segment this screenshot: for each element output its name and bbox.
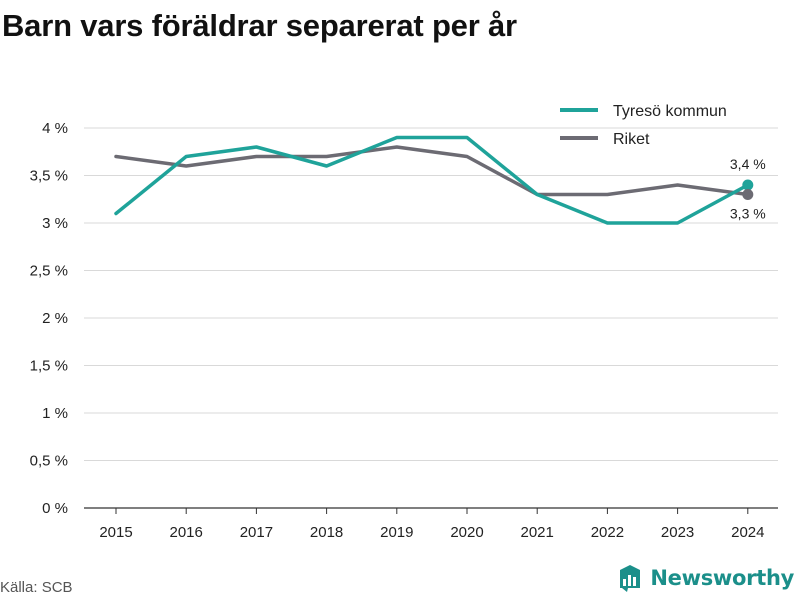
x-tick-label: 2022 xyxy=(591,524,624,541)
x-tick-label: 2017 xyxy=(240,524,273,541)
series-line-riket xyxy=(114,145,750,197)
brand-logo: Newsworthy xyxy=(618,564,794,592)
legend-label: Tyresö kommun xyxy=(613,103,727,120)
y-tick-label: 1 % xyxy=(42,405,68,422)
end-value-label: 3,3 % xyxy=(730,206,766,222)
x-tick-label: 2016 xyxy=(170,524,203,541)
x-tick-label: 2020 xyxy=(450,524,483,541)
series-end-markers: 3,4 % 3,3 % xyxy=(730,156,766,222)
series-line-tyres-kommun xyxy=(114,135,750,225)
y-axis-ticks: 0 % 0,5 % 1 % 1,5 % 2 % 2,5 % 3 % 3,5 % 4 % xyxy=(30,120,68,517)
y-tick-label: 2,5 % xyxy=(30,263,68,280)
end-point-marker xyxy=(742,189,754,200)
legend: Tyresö kommun Riket xyxy=(560,103,727,148)
x-axis-ticks: 2015 2016 2017 2018 2019 2020 2021 2022 2023 2024 xyxy=(99,508,764,541)
chart-title: Barn vars föräldrar separerat per år xyxy=(2,8,517,43)
x-tick-label: 2023 xyxy=(661,524,694,541)
end-point-marker xyxy=(742,179,754,191)
legend-label: Riket xyxy=(613,131,650,148)
brand-name: Newsworthy xyxy=(650,566,794,590)
x-tick-label: 2019 xyxy=(380,524,413,541)
y-tick-label: 2 % xyxy=(42,310,68,327)
y-tick-label: 0 % xyxy=(42,500,68,517)
y-tick-label: 4 % xyxy=(42,120,68,137)
x-tick-label: 2018 xyxy=(310,524,343,541)
y-tick-label: 3 % xyxy=(42,215,68,232)
y-tick-label: 0,5 % xyxy=(30,453,68,470)
source-note: Källa: SCB xyxy=(0,579,73,596)
y-tick-label: 3,5 % xyxy=(30,168,68,185)
x-tick-label: 2024 xyxy=(731,524,764,541)
x-tick-label: 2015 xyxy=(99,524,132,541)
end-value-label: 3,4 % xyxy=(730,156,766,172)
x-tick-label: 2021 xyxy=(521,524,554,541)
y-tick-label: 1,5 % xyxy=(30,358,68,375)
series-lines xyxy=(114,135,750,225)
newsworthy-logo-icon xyxy=(620,565,641,592)
